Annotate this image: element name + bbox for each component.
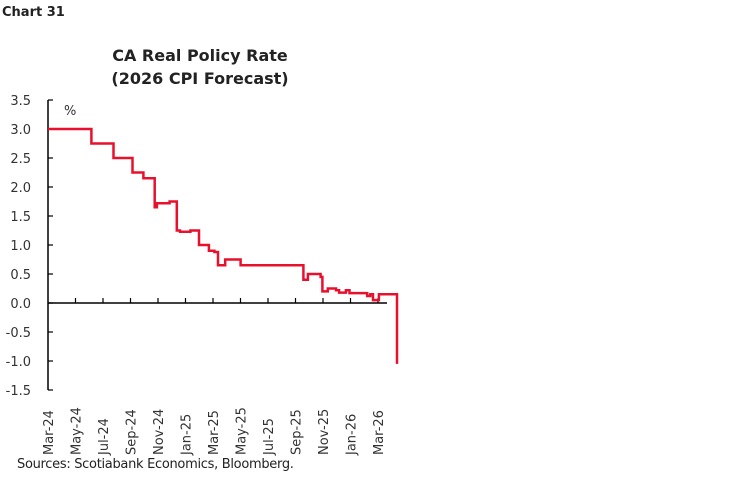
- y-tick-label: 3.0: [10, 123, 31, 138]
- x-tick-label: Jan-25: [180, 414, 195, 456]
- x-tick-label: Sep-24: [125, 409, 140, 455]
- title-line-2: (2026 CPI Forecast): [111, 69, 289, 88]
- x-tick-label: Sep-25: [290, 409, 305, 455]
- y-tick-label: -0.5: [6, 326, 31, 341]
- x-tick-label: Nov-24: [152, 409, 167, 455]
- y-tick-label: -1.0: [6, 355, 31, 370]
- y-tick-label: 2.5: [10, 152, 31, 167]
- y-tick-label: 1.0: [10, 239, 31, 254]
- y-tick-label: 3.5: [10, 94, 31, 109]
- x-tick-label: Mar-26: [372, 410, 387, 455]
- chart-label: Chart 31: [2, 5, 65, 20]
- y-axis-label: %: [64, 104, 76, 119]
- x-tick-label: Mar-24: [42, 410, 57, 455]
- x-tick-label: Jan-26: [345, 414, 360, 456]
- series-line: [48, 127, 399, 364]
- x-tick-label: Jul-25: [262, 418, 277, 456]
- y-tick-label: 1.5: [10, 210, 31, 225]
- y-tick-label: 2.0: [10, 181, 31, 196]
- y-tick-label: 0.0: [10, 297, 31, 312]
- title-line-1: CA Real Policy Rate: [112, 46, 288, 65]
- x-tick-label: Nov-25: [317, 409, 332, 455]
- x-tick-label: Mar-25: [207, 410, 222, 455]
- x-tick-label: May-24: [70, 407, 85, 455]
- x-tick-label: May-25: [235, 407, 250, 455]
- chart-title: CA Real Policy Rate (2026 CPI Forecast): [80, 44, 320, 90]
- y-tick-label: 0.5: [10, 268, 31, 283]
- x-tick-label: Jul-24: [97, 418, 112, 456]
- source-note: Sources: Scotiabank Economics, Bloomberg…: [17, 457, 294, 472]
- y-tick-label: -1.5: [6, 384, 31, 399]
